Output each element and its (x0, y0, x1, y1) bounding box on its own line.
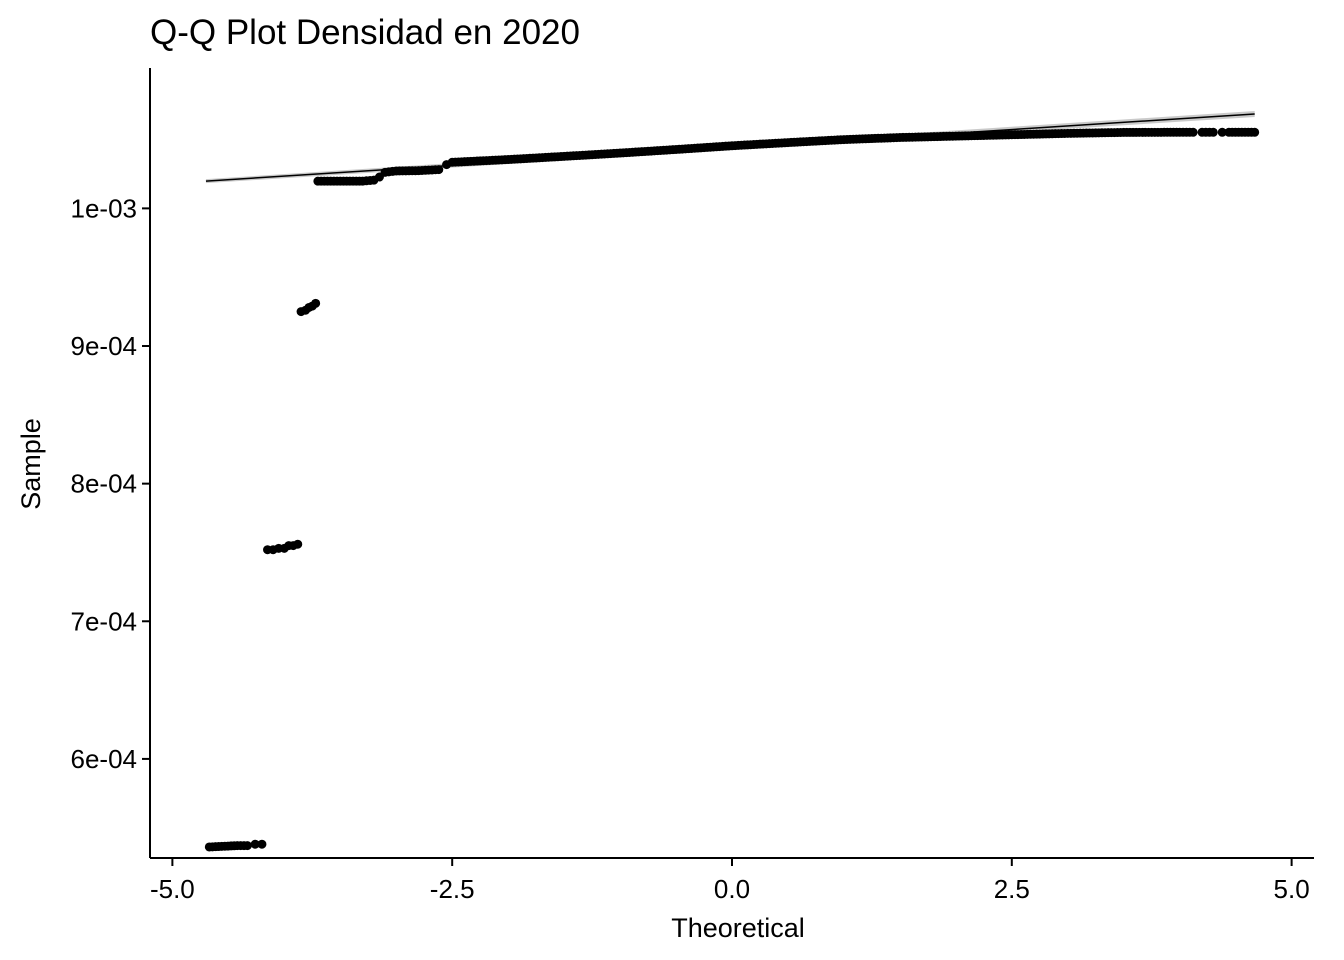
data-point (293, 539, 303, 549)
x-tick-label: -5.0 (150, 874, 195, 904)
y-tick-label: 7e-04 (71, 606, 138, 636)
data-point (1185, 127, 1195, 137)
y-tick-label: 9e-04 (71, 331, 138, 361)
data-point (257, 839, 267, 849)
data-point (1217, 127, 1227, 137)
x-axis-title: Theoretical (671, 913, 805, 943)
x-tick-label: 5.0 (1274, 874, 1310, 904)
data-point (332, 176, 342, 186)
x-tick-label: -2.5 (430, 874, 475, 904)
data-point (1205, 127, 1215, 137)
y-tick-label: 6e-04 (71, 744, 138, 774)
data-point (229, 841, 239, 851)
data-point (354, 176, 364, 186)
data-point (1116, 127, 1126, 137)
data-point (430, 165, 440, 175)
x-axis-ticks: -5.0 -2.5 0.0 2.5 5.0 (150, 858, 1310, 904)
data-point (410, 166, 420, 176)
x-tick-label: 0.0 (714, 874, 750, 904)
chart-title: Q-Q Plot Densidad en 2020 (150, 13, 580, 52)
x-tick-label: 2.5 (994, 874, 1030, 904)
data-point (1172, 127, 1182, 137)
data-point (388, 166, 397, 176)
y-axis-title: Sample (16, 418, 46, 510)
data-point (365, 175, 375, 185)
data-point (1246, 127, 1256, 137)
y-tick-label: 1e-03 (71, 193, 138, 223)
data-points (204, 127, 1260, 852)
data-point (239, 841, 249, 851)
y-axis-ticks: 6e-04 7e-04 8e-04 9e-04 1e-03 (71, 193, 150, 774)
data-point (311, 298, 321, 308)
data-point (250, 839, 260, 849)
y-tick-label: 8e-04 (71, 469, 138, 499)
